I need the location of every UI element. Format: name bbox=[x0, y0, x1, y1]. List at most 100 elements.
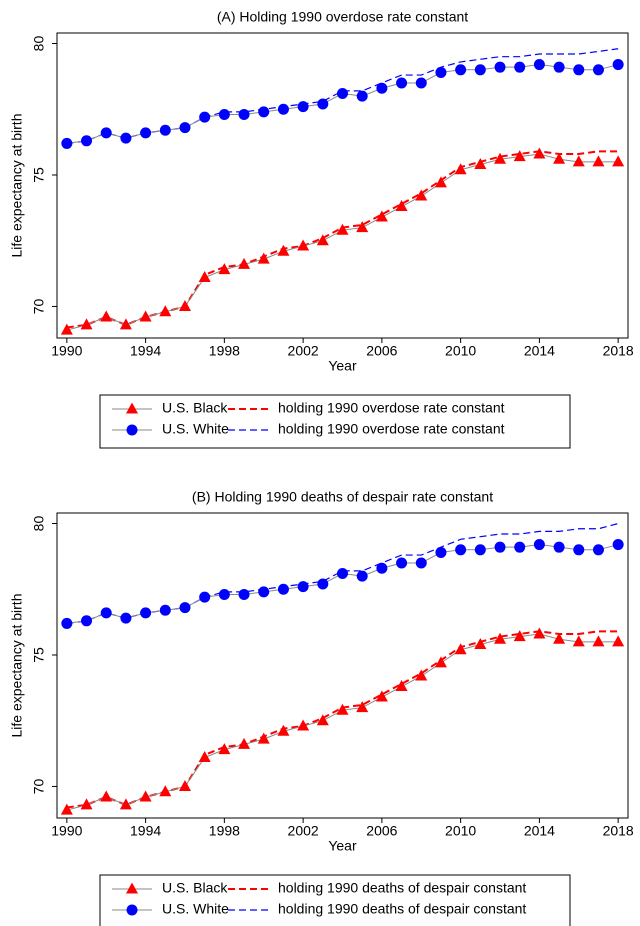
y-tick-label: 70 bbox=[31, 298, 47, 314]
marker bbox=[277, 583, 289, 595]
series-line bbox=[66, 630, 619, 809]
marker bbox=[494, 541, 506, 553]
marker bbox=[573, 64, 585, 76]
marker bbox=[297, 239, 310, 251]
legend-label: U.S. Black bbox=[162, 400, 228, 416]
legend-marker bbox=[126, 882, 138, 894]
x-tick-label: 2010 bbox=[445, 343, 476, 359]
marker bbox=[592, 635, 605, 647]
marker bbox=[572, 635, 585, 647]
legend-marker bbox=[126, 424, 138, 436]
marker bbox=[553, 541, 565, 553]
x-tick-label: 2010 bbox=[445, 823, 476, 839]
marker bbox=[513, 150, 526, 162]
marker bbox=[592, 64, 604, 76]
marker bbox=[612, 539, 624, 551]
marker bbox=[415, 669, 428, 681]
marker bbox=[612, 635, 625, 647]
marker bbox=[337, 567, 348, 579]
marker bbox=[317, 578, 329, 590]
marker bbox=[514, 541, 526, 553]
marker bbox=[533, 627, 546, 639]
marker bbox=[553, 61, 565, 73]
y-axis-label: Life expectancy at birth bbox=[9, 594, 25, 738]
chart-title: (B) Holding 1990 deaths of despair rate … bbox=[192, 489, 493, 505]
series-line bbox=[66, 633, 619, 811]
legend-label: holding 1990 deaths of despair constant bbox=[278, 901, 526, 917]
legend-label: holding 1990 deaths of despair constant bbox=[278, 880, 526, 896]
legend-label: U.S. Black bbox=[162, 880, 228, 896]
marker bbox=[159, 124, 171, 136]
y-axis-label: Life expectancy at birth bbox=[9, 114, 25, 258]
marker bbox=[336, 703, 349, 715]
x-tick-label: 2014 bbox=[524, 343, 555, 359]
marker bbox=[337, 87, 348, 99]
x-tick-label: 2002 bbox=[288, 823, 319, 839]
y-tick-label: 80 bbox=[31, 516, 47, 532]
marker bbox=[415, 189, 428, 201]
marker bbox=[533, 59, 545, 71]
series-line bbox=[66, 153, 619, 331]
x-tick-label: 2006 bbox=[366, 343, 397, 359]
marker bbox=[415, 557, 427, 569]
x-tick-label: 2018 bbox=[603, 343, 634, 359]
marker bbox=[199, 111, 211, 123]
marker bbox=[120, 132, 132, 144]
marker bbox=[238, 257, 251, 269]
marker bbox=[61, 137, 73, 149]
marker bbox=[435, 546, 447, 558]
marker bbox=[513, 630, 526, 642]
marker bbox=[100, 127, 112, 139]
marker bbox=[218, 589, 230, 601]
marker bbox=[316, 714, 329, 726]
marker bbox=[179, 122, 191, 134]
x-tick-label: 1994 bbox=[130, 823, 161, 839]
marker bbox=[297, 101, 309, 113]
legend-box bbox=[99, 394, 571, 449]
marker bbox=[238, 109, 250, 121]
marker bbox=[120, 612, 132, 624]
marker bbox=[396, 557, 408, 569]
marker bbox=[81, 615, 93, 627]
legend-label: holding 1990 overdose rate constant bbox=[278, 400, 505, 416]
marker bbox=[395, 200, 408, 212]
marker bbox=[494, 632, 507, 644]
x-tick-label: 1994 bbox=[130, 343, 161, 359]
marker bbox=[159, 604, 171, 616]
marker bbox=[140, 127, 152, 139]
chart-title: (A) Holding 1990 overdose rate constant bbox=[217, 9, 468, 25]
marker bbox=[572, 155, 585, 167]
marker bbox=[356, 701, 369, 713]
legend-label: U.S. White bbox=[162, 421, 229, 437]
marker bbox=[258, 106, 270, 118]
marker bbox=[80, 798, 93, 810]
marker bbox=[81, 135, 93, 147]
y-tick-label: 80 bbox=[31, 36, 47, 52]
marker bbox=[474, 637, 487, 649]
marker bbox=[297, 581, 309, 593]
series-line bbox=[66, 522, 619, 625]
marker bbox=[375, 690, 388, 702]
marker bbox=[612, 155, 625, 167]
marker bbox=[60, 803, 73, 815]
marker bbox=[612, 59, 624, 71]
x-tick-label: 1990 bbox=[51, 823, 82, 839]
marker bbox=[178, 299, 191, 311]
marker bbox=[396, 77, 408, 89]
marker bbox=[159, 785, 172, 797]
marker bbox=[356, 90, 368, 102]
marker bbox=[139, 310, 152, 322]
marker bbox=[533, 147, 546, 159]
x-tick-label: 2018 bbox=[603, 823, 634, 839]
marker bbox=[474, 64, 486, 76]
x-tick-label: 1990 bbox=[51, 343, 82, 359]
marker bbox=[592, 544, 604, 556]
legend-label: holding 1990 overdose rate constant bbox=[278, 421, 505, 437]
x-tick-label: 1998 bbox=[209, 343, 240, 359]
marker bbox=[474, 157, 487, 169]
marker bbox=[100, 790, 113, 802]
marker bbox=[60, 323, 73, 335]
marker bbox=[454, 163, 467, 175]
marker bbox=[375, 210, 388, 222]
